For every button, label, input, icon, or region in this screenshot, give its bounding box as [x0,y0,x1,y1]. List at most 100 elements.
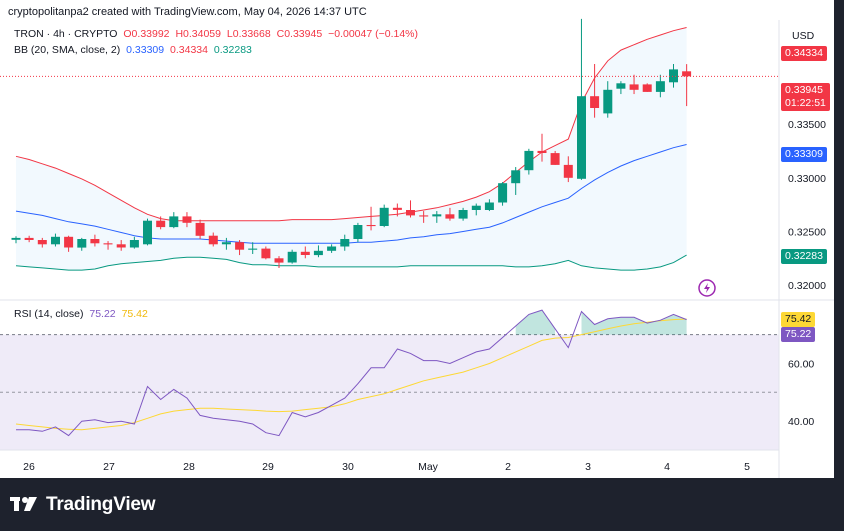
rsi-tick-label: 40.00 [788,416,814,428]
time-tick-label: 30 [342,461,354,473]
candle-body [537,150,547,153]
price-tick-label: 0.32000 [788,280,826,292]
candle-body [642,84,652,92]
candle-body [287,251,297,263]
time-tick-label: 3 [585,461,591,473]
candle-body [156,220,166,228]
bb-upper-value: 0.34334 [170,44,208,56]
last-price-tag: 0.33945 01:22:51 [781,83,830,111]
candle-body [445,214,455,219]
candle-body [37,240,47,245]
rsi-line [16,309,687,437]
candle-body [669,69,678,83]
candle-body [432,214,442,217]
symbol-label[interactable]: TRON · 4h · CRYPTO [14,28,118,40]
candle-body [300,251,310,255]
price-tick-label: 0.32500 [788,227,826,239]
candle-body [248,248,258,250]
time-tick-label: 2 [505,461,511,473]
candle-body [590,96,600,108]
rsi-overbought-fill [515,310,556,335]
bb-lower-tag: 0.32283 [781,249,827,264]
candle-body [366,225,376,227]
last-price-value: 0.33945 [785,84,823,96]
rsi-tag: 75.22 [781,327,816,342]
candle-body [208,235,218,245]
rsi-tick-label: 60.00 [788,359,814,371]
bb-basis-tag: 0.33309 [781,147,827,162]
bb-legend: BB (20, SMA, close, 2) 0.33309 0.34334 0… [14,44,255,56]
footer: TradingView [0,478,844,531]
candle-body [577,96,586,179]
candle-body [274,258,284,263]
candle-body [261,248,271,259]
time-tick-label: 29 [262,461,274,473]
rsi-ma-value: 75.42 [121,308,148,320]
candle-body [655,81,665,92]
candle-body [603,89,613,114]
time-tick-label: 5 [744,461,750,473]
candle-body [116,244,126,248]
candle-body [103,243,113,245]
tradingview-logo-icon [10,495,40,515]
bb-label[interactable]: BB (20, SMA, close, 2) [14,44,121,56]
candle-body [419,215,429,217]
candle-body [327,246,337,251]
price-tick-label: 0.33500 [788,119,826,131]
candle-body [169,216,179,228]
rsi-legend: RSI (14, close) 75.22 75.42 [14,308,151,320]
candle-body [235,242,245,250]
symbol-legend: TRON · 4h · CRYPTO O0.33992 H0.34059 L0.… [14,28,421,40]
axes: 0.33500 0.33000 0.32500 0.32000 60.00 40.00 26… [23,119,826,473]
rsi-ma-line [15,318,687,431]
alert-bolt-icon[interactable] [698,279,716,297]
candle-body [406,210,415,216]
candle-body [471,205,481,210]
candle-body [616,83,626,89]
high-value: H0.34059 [175,28,221,40]
candle-body [563,164,573,178]
candle-body [511,170,521,184]
rsi-value: 75.22 [89,308,116,320]
candle-body [313,250,323,256]
rsi-lines [15,309,687,437]
candle-body [524,150,534,171]
candles [11,18,692,268]
bb-basis-value: 0.33309 [126,44,165,56]
open-value: O0.33992 [123,28,170,40]
tradingview-brand-text: TradingView [46,494,156,515]
countdown-value: 01:22:51 [785,97,826,109]
bb-fill [16,27,687,271]
candle-body [221,242,231,245]
candle-body [143,220,152,245]
candle-body [682,71,692,77]
time-tick-label: 27 [103,461,115,473]
rsi-label[interactable]: RSI (14, close) [14,308,84,320]
header-attribution: cryptopolitanpa2 created with TradingVie… [8,6,367,18]
bollinger-bands [15,27,687,271]
low-value: L0.33668 [226,28,271,40]
candle-body [182,216,192,223]
tradingview-logo[interactable]: TradingView [10,494,156,516]
time-tick-label: 26 [23,461,35,473]
bb-upper-tag: 0.34334 [781,46,827,61]
candle-body [550,153,560,165]
change-value: −0.00047 (−0.14%) [328,28,418,40]
candle-body [340,239,350,247]
candle-body [11,237,21,240]
candle-body [458,210,468,219]
bb-lower-value: 0.32283 [213,44,252,56]
candle-body [498,183,508,203]
candle-body [353,225,363,239]
candle-body [379,207,389,226]
bb-lower-line [15,254,687,271]
candle-body [90,239,100,244]
bb-basis-line [15,144,687,244]
candle-body [129,240,139,248]
candle-body [195,222,205,236]
candle-body [392,207,402,210]
chart-panel: 0.33500 0.33000 0.32500 0.32000 60.00 40.00 26… [0,0,834,478]
currency-label[interactable]: USD [792,30,815,42]
candle-body [64,236,74,248]
